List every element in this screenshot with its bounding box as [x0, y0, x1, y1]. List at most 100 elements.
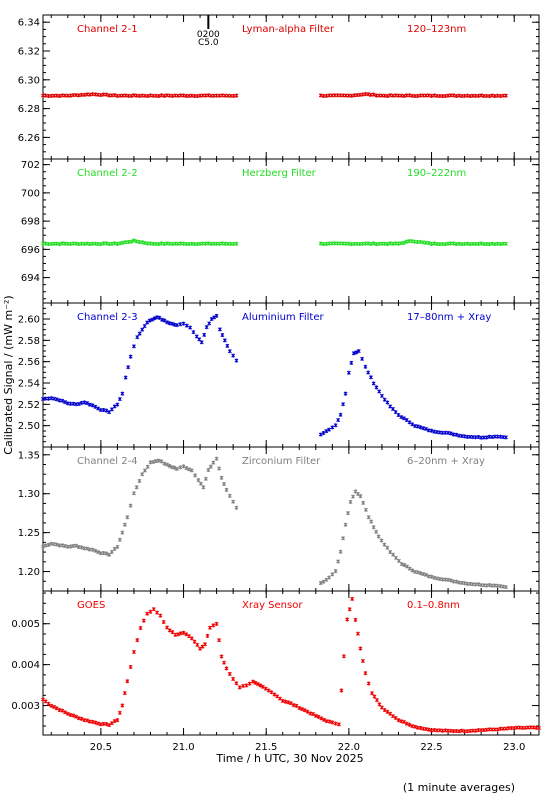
data-point — [104, 92, 109, 97]
data-point — [74, 543, 79, 548]
data-point — [333, 569, 338, 574]
data-point — [429, 93, 434, 98]
data-point — [443, 94, 448, 99]
data-point — [363, 671, 368, 676]
series-5 — [41, 596, 541, 734]
data-point — [173, 632, 178, 637]
data-point — [174, 323, 179, 328]
data-point — [437, 728, 442, 733]
data-point — [363, 507, 368, 512]
data-point — [178, 322, 183, 327]
data-point — [41, 544, 45, 549]
data-point — [374, 385, 379, 390]
data-point — [219, 475, 224, 480]
series-4 — [41, 456, 508, 590]
data-point — [370, 691, 374, 696]
data-point — [128, 503, 133, 508]
data-point — [366, 681, 371, 686]
data-point — [181, 93, 186, 98]
data-point — [57, 94, 62, 99]
data-point — [212, 315, 217, 320]
data-point — [366, 515, 371, 520]
data-point — [126, 365, 131, 370]
data-point — [82, 400, 87, 405]
data-point — [63, 400, 67, 405]
data-point — [203, 642, 207, 647]
data-point — [322, 717, 327, 722]
data-point — [46, 542, 51, 547]
data-point — [145, 464, 150, 469]
data-point — [372, 694, 377, 699]
data-point — [178, 631, 183, 636]
data-point — [191, 330, 196, 335]
data-point — [104, 241, 109, 246]
data-point — [211, 623, 216, 628]
data-point — [184, 466, 189, 471]
data-point — [336, 722, 341, 727]
data-point — [490, 241, 495, 246]
data-point — [225, 343, 230, 348]
band-label: 190–222nm — [407, 168, 466, 179]
data-point — [90, 403, 95, 408]
data-point — [140, 327, 145, 332]
data-point — [207, 321, 212, 326]
event-marker-class: C5.0 — [198, 38, 219, 48]
data-point — [346, 370, 351, 375]
data-point — [52, 704, 56, 709]
data-point — [363, 364, 368, 369]
y-tick-label: 0.003 — [11, 701, 40, 712]
data-point — [98, 722, 103, 727]
data-point — [211, 460, 216, 465]
data-point — [396, 558, 401, 563]
data-point — [479, 93, 484, 98]
data-point — [338, 549, 343, 554]
data-point — [134, 239, 139, 244]
y-tick-label: 0.005 — [11, 619, 40, 630]
data-point — [336, 418, 341, 423]
data-point — [172, 465, 177, 470]
data-point — [487, 242, 492, 247]
data-point — [141, 618, 146, 623]
data-point — [162, 461, 167, 466]
data-point — [79, 400, 84, 405]
data-point — [410, 422, 415, 427]
data-point — [206, 467, 211, 472]
data-point — [266, 688, 271, 693]
data-point — [343, 391, 348, 396]
data-point — [396, 413, 401, 418]
data-point — [176, 632, 180, 637]
data-point — [459, 728, 464, 733]
x-tick-label: 23.0 — [503, 742, 525, 753]
data-point — [85, 546, 90, 551]
data-point — [253, 680, 258, 685]
data-point — [371, 92, 376, 97]
panel-4: 1.20 1.25 1.30 1.35 Channel 2-4 Zirconium Fil… — [18, 446, 540, 592]
data-point — [158, 613, 163, 618]
data-point — [410, 568, 415, 573]
data-point — [154, 459, 158, 464]
data-point — [162, 318, 167, 323]
y-tick-label: 2.54 — [18, 379, 40, 390]
data-point — [324, 241, 329, 246]
data-point — [479, 241, 484, 246]
data-point — [399, 415, 404, 420]
data-point — [368, 375, 373, 380]
data-point — [454, 432, 459, 437]
data-point — [407, 722, 412, 727]
panel-1: 6.26 6.28 6.30 6.32 6.34 Channel 2-1 Lyman-alp… — [18, 14, 540, 160]
data-point — [220, 333, 225, 338]
data-point — [426, 727, 431, 732]
data-point — [151, 607, 156, 612]
data-point — [385, 709, 390, 714]
data-point — [424, 426, 428, 431]
data-point — [104, 408, 109, 413]
data-point — [490, 435, 495, 440]
data-point — [227, 349, 232, 354]
data-point — [388, 241, 393, 246]
data-point — [49, 396, 54, 401]
data-point — [385, 545, 390, 550]
data-point — [385, 242, 390, 247]
panel-2: 694 696 698 700 702 Channel 2-2 Herzberg Filte… — [21, 158, 540, 304]
data-point — [289, 701, 293, 706]
data-point — [112, 546, 117, 551]
